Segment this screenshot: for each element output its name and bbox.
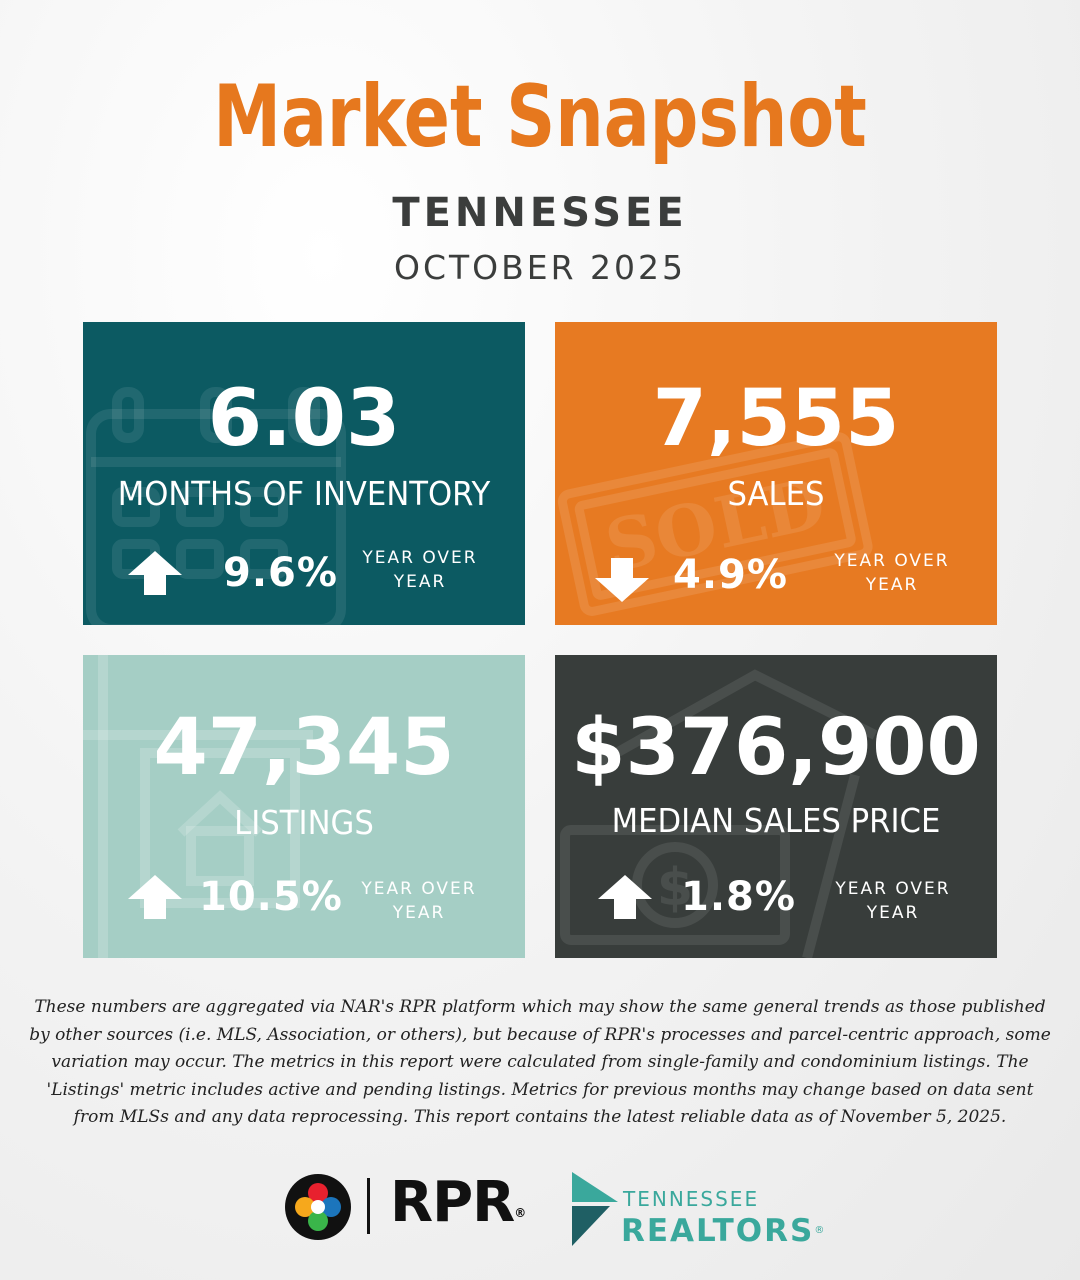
change-percent: 1.8% xyxy=(681,874,796,920)
svg-text:$: $ xyxy=(657,858,693,918)
arrow-up-icon xyxy=(598,875,652,919)
change-comparison: YEAR OVER YEAR xyxy=(835,879,951,923)
for-sale-sign-icon xyxy=(83,655,313,958)
arrow-up-icon xyxy=(128,551,182,595)
change-percent: 9.6% xyxy=(223,550,338,596)
change-comparison: YEAR OVER YEAR xyxy=(834,551,950,595)
change-percent: 4.9% xyxy=(673,552,788,598)
page-title: Market Snapshot xyxy=(213,67,867,167)
period-heading: OCTOBER 2025 xyxy=(393,248,687,287)
tennessee-realtors-logo-icon xyxy=(572,1172,618,1246)
metric-value: 6.03 xyxy=(207,374,401,464)
metric-label: MEDIAN SALES PRICE xyxy=(611,801,941,840)
sales-card: SOLD 7,555 SALES 4.9% YEAR OVER YEAR xyxy=(555,322,997,625)
change-comparison: YEAR OVER YEAR xyxy=(362,548,478,592)
median-sales-price-card: $ $376,900 MEDIAN SALES PRICE 1.8% YEAR … xyxy=(555,655,997,958)
rpr-logo-text: RPR® xyxy=(390,1170,527,1235)
money-house-icon: $ xyxy=(560,669,878,958)
region-heading: TENNESSEE xyxy=(392,190,688,236)
metric-label: MONTHS OF INVENTORY xyxy=(117,474,491,513)
disclaimer-text: These numbers are aggregated via NAR's R… xyxy=(29,997,1051,1127)
change-comparison: YEAR OVER YEAR xyxy=(361,879,477,923)
arrow-down-icon xyxy=(595,558,649,602)
arrow-up-icon xyxy=(128,875,182,919)
metric-value: 47,345 xyxy=(153,703,455,793)
metric-label: LISTINGS xyxy=(234,803,374,842)
change-percent: 10.5% xyxy=(199,874,343,920)
metric-value: $376,900 xyxy=(571,703,981,793)
months-of-inventory-card: 6.03 MONTHS OF INVENTORY 9.6% YEAR OVER Y… xyxy=(83,322,525,625)
sold-stamp-icon: SOLD xyxy=(557,432,873,616)
tn-realtors-top-text: TENNESSEE xyxy=(623,1187,760,1211)
tn-realtors-bottom-text: REALTORS® xyxy=(621,1213,825,1249)
logo-divider xyxy=(367,1178,370,1234)
listings-card: 47,345 LISTINGS 10.5% YEAR OVER YEAR xyxy=(83,655,525,958)
metric-label: SALES xyxy=(727,474,825,513)
metric-value: 7,555 xyxy=(652,374,900,464)
rpr-logo-icon xyxy=(285,1174,351,1240)
